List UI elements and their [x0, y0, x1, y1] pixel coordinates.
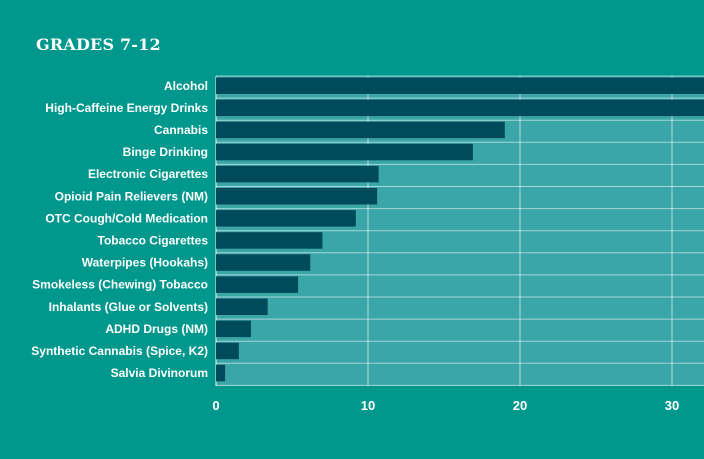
bar: [216, 298, 268, 315]
category-label: Synthetic Cannabis (Spice, K2): [31, 344, 208, 358]
category-label: Salvia Divinorum: [111, 366, 208, 380]
bar: [216, 210, 356, 227]
category-label: Cannabis: [154, 123, 208, 137]
x-tick-label: 10: [361, 398, 375, 413]
category-label: Electronic Cigarettes: [88, 167, 208, 181]
category-label: Opioid Pain Relievers (NM): [55, 189, 208, 203]
bar: [216, 276, 299, 293]
x-tick-label: 0: [212, 398, 219, 413]
category-label: Alcohol: [164, 79, 208, 93]
category-label: Tobacco Cigarettes: [98, 233, 209, 247]
bar: [216, 254, 311, 271]
bar: [216, 364, 226, 382]
category-label: High-Caffeine Energy Drinks: [45, 101, 208, 115]
bar: [216, 99, 704, 117]
bar: [216, 77, 704, 94]
chart-title: GRADES 7-12: [36, 35, 161, 54]
category-label: OTC Cough/Cold Medication: [45, 211, 208, 225]
grid-lines: [215, 75, 704, 386]
category-label: Binge Drinking: [123, 145, 208, 159]
x-tick-label: 30: [665, 398, 679, 413]
bar: [216, 121, 505, 139]
bar: [216, 188, 378, 205]
bar: [216, 165, 379, 183]
bar: [216, 320, 251, 338]
category-labels: Alcohol High-Caffeine Energy Drinks Cannab…: [31, 79, 208, 380]
category-label: Waterpipes (Hookahs): [82, 256, 208, 270]
x-axis-ticks: 0 10 20 30: [212, 398, 679, 413]
category-label: ADHD Drugs (NM): [105, 322, 208, 336]
bar: [216, 143, 473, 161]
bar: [216, 232, 323, 249]
x-tick-label: 20: [513, 398, 527, 413]
category-label: Inhalants (Glue or Solvents): [49, 300, 208, 314]
category-label: Smokeless (Chewing) Tobacco: [32, 278, 208, 292]
bar: [216, 342, 239, 360]
bars: [216, 77, 704, 382]
